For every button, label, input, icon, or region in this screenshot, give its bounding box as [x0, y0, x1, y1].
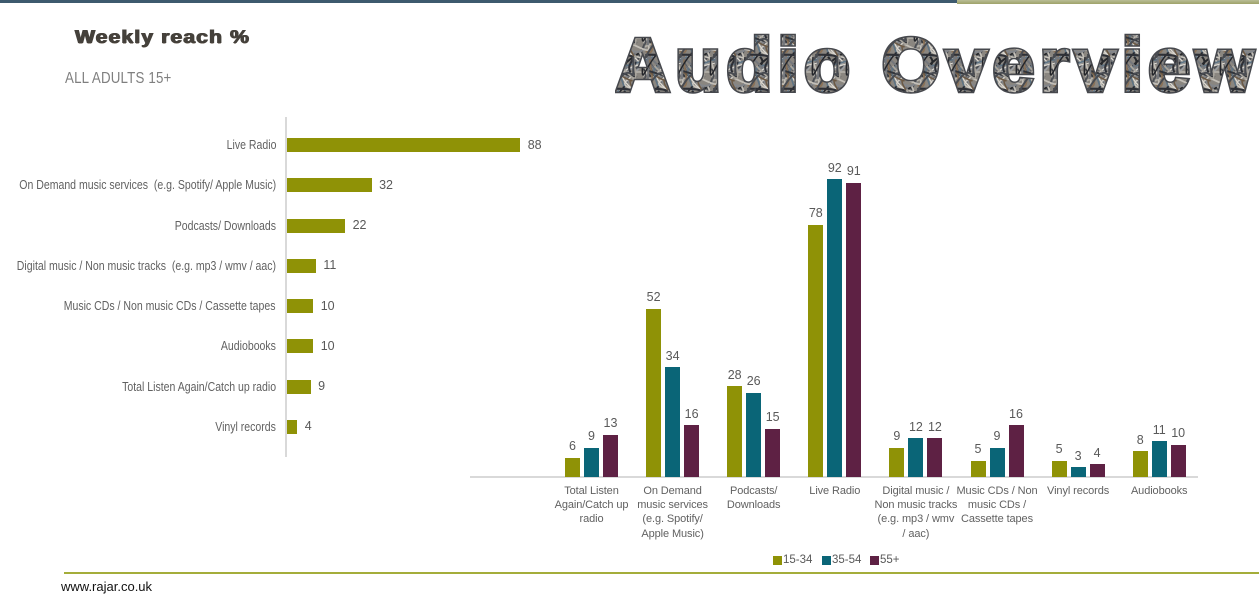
svg-text:Audio Overview: Audio Overview [616, 24, 1259, 107]
svg-text:Audio Overview: Audio Overview [616, 24, 1259, 107]
